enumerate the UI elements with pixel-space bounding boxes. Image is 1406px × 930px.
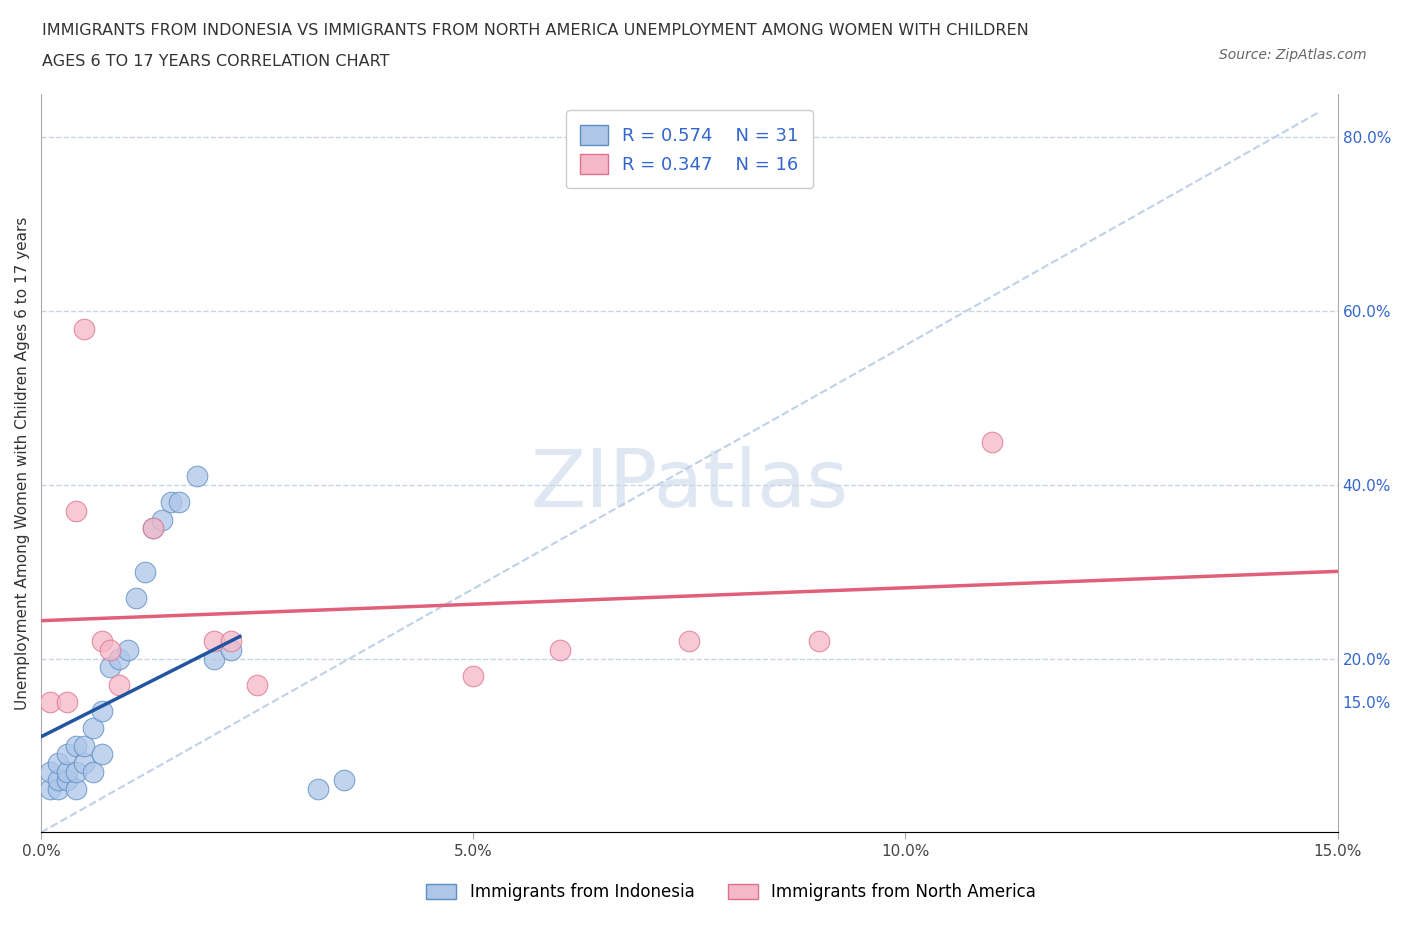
Point <box>73 738 96 753</box>
Point <box>117 643 139 658</box>
Point <box>219 643 242 658</box>
Point <box>56 764 79 779</box>
Point <box>82 764 104 779</box>
Point <box>108 677 131 692</box>
Point <box>65 738 87 753</box>
Point <box>108 651 131 666</box>
Point <box>202 634 225 649</box>
Point <box>678 634 700 649</box>
Point <box>65 503 87 518</box>
Point <box>65 781 87 796</box>
Point <box>219 634 242 649</box>
Point <box>307 781 329 796</box>
Point <box>56 695 79 710</box>
Point <box>463 669 485 684</box>
Point <box>82 721 104 736</box>
Point <box>246 677 269 692</box>
Point <box>98 660 121 675</box>
Text: AGES 6 TO 17 YEARS CORRELATION CHART: AGES 6 TO 17 YEARS CORRELATION CHART <box>42 54 389 69</box>
Point <box>56 747 79 762</box>
Point <box>73 755 96 770</box>
Point <box>38 695 60 710</box>
Point <box>169 495 191 510</box>
Point <box>980 434 1002 449</box>
Point <box>65 764 87 779</box>
Y-axis label: Unemployment Among Women with Children Ages 6 to 17 years: Unemployment Among Women with Children A… <box>15 217 30 710</box>
Point <box>186 469 208 484</box>
Point <box>548 643 571 658</box>
Point <box>142 521 165 536</box>
Point <box>90 634 112 649</box>
Point <box>98 643 121 658</box>
Point <box>48 773 70 788</box>
Legend: Immigrants from Indonesia, Immigrants from North America: Immigrants from Indonesia, Immigrants fr… <box>419 876 1043 908</box>
Point <box>159 495 181 510</box>
Legend: R = 0.574    N = 31, R = 0.347    N = 16: R = 0.574 N = 31, R = 0.347 N = 16 <box>567 111 813 188</box>
Point <box>38 764 60 779</box>
Point <box>808 634 831 649</box>
Point <box>202 651 225 666</box>
Text: IMMIGRANTS FROM INDONESIA VS IMMIGRANTS FROM NORTH AMERICA UNEMPLOYMENT AMONG WO: IMMIGRANTS FROM INDONESIA VS IMMIGRANTS … <box>42 23 1029 38</box>
Point <box>142 521 165 536</box>
Text: ZIPatlas: ZIPatlas <box>530 446 848 525</box>
Point <box>48 781 70 796</box>
Point <box>48 755 70 770</box>
Text: Source: ZipAtlas.com: Source: ZipAtlas.com <box>1219 48 1367 62</box>
Point <box>90 703 112 718</box>
Point <box>38 781 60 796</box>
Point <box>73 321 96 336</box>
Point <box>56 773 79 788</box>
Point <box>90 747 112 762</box>
Point <box>332 773 354 788</box>
Point <box>125 591 148 605</box>
Point <box>134 565 156 579</box>
Point <box>150 512 173 527</box>
